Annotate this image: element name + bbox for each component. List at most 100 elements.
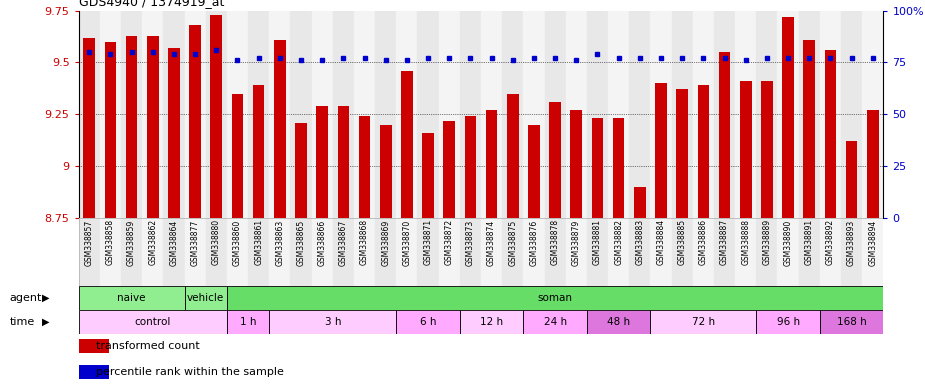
Text: GSM338861: GSM338861: [254, 219, 263, 265]
Text: GSM338868: GSM338868: [360, 219, 369, 265]
Bar: [629, 218, 650, 286]
Text: GSM338886: GSM338886: [699, 219, 708, 265]
Bar: [697, 85, 709, 218]
Bar: [126, 36, 138, 218]
Bar: [79, 286, 184, 310]
Bar: [269, 218, 290, 286]
Bar: [719, 52, 731, 218]
Bar: [481, 218, 502, 286]
Bar: [867, 110, 879, 218]
Bar: [693, 11, 714, 218]
Bar: [528, 125, 540, 218]
Bar: [227, 310, 269, 334]
Bar: [359, 116, 370, 218]
Bar: [502, 11, 524, 218]
Bar: [438, 11, 460, 218]
Bar: [164, 218, 184, 286]
Bar: [312, 218, 333, 286]
Bar: [608, 11, 629, 218]
Bar: [586, 310, 650, 334]
Bar: [338, 106, 349, 218]
Bar: [79, 339, 109, 353]
Text: control: control: [134, 317, 171, 327]
Bar: [269, 11, 290, 218]
Bar: [417, 218, 438, 286]
Bar: [290, 11, 312, 218]
Bar: [672, 218, 693, 286]
Text: GSM338858: GSM338858: [105, 219, 115, 265]
Bar: [672, 11, 693, 218]
Bar: [613, 119, 624, 218]
Bar: [460, 11, 481, 218]
Text: GSM338880: GSM338880: [212, 219, 221, 265]
Text: GSM338890: GSM338890: [783, 219, 793, 266]
Text: GSM338876: GSM338876: [529, 219, 538, 266]
Bar: [79, 218, 100, 286]
Text: GSM338857: GSM338857: [85, 219, 93, 266]
Text: soman: soman: [537, 293, 573, 303]
Text: GSM338873: GSM338873: [466, 219, 475, 266]
Bar: [396, 218, 417, 286]
Text: GSM338883: GSM338883: [635, 219, 645, 265]
Bar: [164, 11, 184, 218]
Text: GSM338862: GSM338862: [148, 219, 157, 265]
Bar: [524, 11, 545, 218]
Bar: [862, 11, 883, 218]
Bar: [761, 81, 772, 218]
Text: GSM338881: GSM338881: [593, 219, 602, 265]
Text: GSM338889: GSM338889: [762, 219, 771, 265]
Text: GSM338859: GSM338859: [127, 219, 136, 266]
Text: GSM338869: GSM338869: [381, 219, 390, 266]
Bar: [333, 11, 354, 218]
Bar: [354, 218, 376, 286]
Bar: [295, 122, 307, 218]
Text: vehicle: vehicle: [187, 293, 225, 303]
Bar: [121, 218, 142, 286]
Text: GSM338874: GSM338874: [487, 219, 496, 266]
Bar: [820, 310, 883, 334]
Bar: [608, 218, 629, 286]
Bar: [735, 11, 757, 218]
Bar: [545, 218, 566, 286]
Bar: [524, 218, 545, 286]
Bar: [147, 36, 158, 218]
Bar: [502, 218, 524, 286]
Bar: [566, 218, 586, 286]
Bar: [333, 218, 354, 286]
Text: GSM338865: GSM338865: [297, 219, 305, 266]
Text: 72 h: 72 h: [692, 317, 715, 327]
Bar: [100, 11, 121, 218]
Bar: [841, 218, 862, 286]
Bar: [211, 15, 222, 218]
Bar: [184, 11, 205, 218]
Bar: [676, 89, 688, 218]
Bar: [417, 11, 438, 218]
Text: time: time: [9, 317, 34, 327]
Text: 168 h: 168 h: [837, 317, 867, 327]
Text: 12 h: 12 h: [480, 317, 503, 327]
Bar: [79, 310, 227, 334]
Bar: [274, 40, 286, 218]
Bar: [142, 11, 164, 218]
Bar: [778, 218, 798, 286]
Bar: [316, 106, 328, 218]
Bar: [190, 25, 201, 218]
Text: GSM338888: GSM338888: [741, 219, 750, 265]
Text: agent: agent: [9, 293, 42, 303]
Bar: [592, 119, 603, 218]
Bar: [586, 218, 608, 286]
Bar: [121, 11, 142, 218]
Bar: [205, 218, 227, 286]
Bar: [650, 11, 672, 218]
Bar: [227, 286, 883, 310]
Text: naive: naive: [117, 293, 146, 303]
Text: GSM338866: GSM338866: [317, 219, 327, 266]
Text: GSM338884: GSM338884: [657, 219, 665, 265]
Text: GSM338882: GSM338882: [614, 219, 623, 265]
Bar: [248, 11, 269, 218]
Text: GSM338891: GSM338891: [805, 219, 814, 265]
Text: percentile rank within the sample: percentile rank within the sample: [96, 367, 284, 377]
Bar: [798, 11, 820, 218]
Bar: [376, 11, 396, 218]
Text: GSM338863: GSM338863: [276, 219, 284, 266]
